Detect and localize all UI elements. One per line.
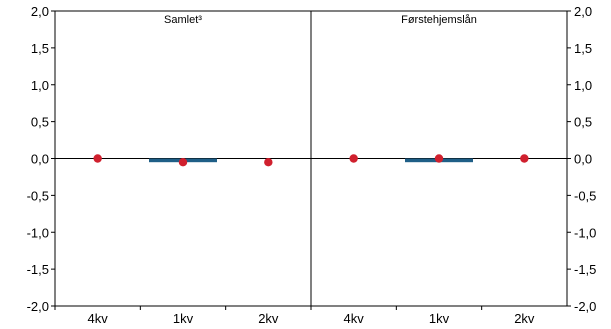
y-tick-label-left: -2,0 xyxy=(27,299,49,314)
y-tick-label-left: 0,5 xyxy=(31,115,49,130)
y-tick-label-right: -2,0 xyxy=(574,299,596,314)
x-tick-label: 1kv xyxy=(173,311,194,326)
x-tick-label: 4kv xyxy=(88,311,109,326)
y-tick-label-right: -1,5 xyxy=(574,262,596,277)
plot-frame xyxy=(54,10,568,307)
chart-panels: Samlet³ 4kv 1kv 2kv Førstehjemslån 4kv 1kv 2kv xyxy=(54,14,535,326)
y-tick-label-left: 0,0 xyxy=(31,152,49,167)
panel-title: Førstehjemslån xyxy=(401,14,477,26)
x-tick-label: 2kv xyxy=(258,311,279,326)
y-tick-label-left: 1,5 xyxy=(31,41,49,56)
panel-title: Samlet³ xyxy=(164,14,202,26)
y-tick-label-right: 1,5 xyxy=(574,41,592,56)
y-axis-left: 2,0 1,5 1,0 0,5 0,0 -0,5 -1,0 -1,5 -2,0 xyxy=(27,4,55,314)
y-tick-label-left: -1,5 xyxy=(27,262,49,277)
y-tick-label-right: -0,5 xyxy=(574,188,596,203)
x-tick-label: 1kv xyxy=(429,311,450,326)
data-point xyxy=(434,154,444,163)
data-point xyxy=(93,154,102,163)
panel-2: Førstehjemslån 4kv 1kv 2kv xyxy=(310,14,535,326)
x-tick-label: 4kv xyxy=(344,311,365,326)
y-axis-right: 2,0 1,5 1,0 0,5 0,0 -0,5 -1,0 -1,5 -2,0 xyxy=(567,4,596,314)
data-point xyxy=(178,157,188,167)
y-tick-label-left: 2,0 xyxy=(31,4,49,19)
data-point xyxy=(264,157,273,167)
y-tick-label-left: -1,0 xyxy=(27,225,49,240)
y-tick-label-left: 1,0 xyxy=(31,78,49,93)
x-tick-label: 2kv xyxy=(514,311,535,326)
data-point xyxy=(349,154,358,163)
y-tick-label-right: 2,0 xyxy=(574,4,592,19)
y-tick-label-left: -0,5 xyxy=(27,188,49,203)
y-tick-label-right: 0,5 xyxy=(574,115,592,130)
y-tick-label-right: 1,0 xyxy=(574,78,592,93)
data-point xyxy=(520,154,529,163)
y-tick-label-right: 0,0 xyxy=(574,152,592,167)
y-tick-label-right: -1,0 xyxy=(574,225,596,240)
panel-1: Samlet³ 4kv 1kv 2kv xyxy=(54,14,279,326)
